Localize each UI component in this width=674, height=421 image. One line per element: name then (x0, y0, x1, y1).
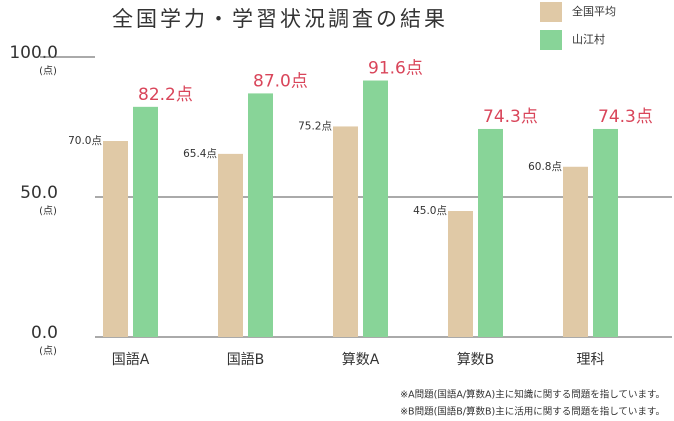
footnote: ※A問題(国語A/算数A)主に知識に関する問題を指しています。 (400, 389, 665, 401)
legend-label: 山江村 (572, 32, 605, 46)
y-tick-label: 50.0 (20, 183, 58, 203)
value-label: 91.6点 (368, 59, 423, 79)
y-unit: (点) (39, 65, 57, 77)
value-label: 70.0点 (68, 135, 102, 147)
y-tick-label: 0.0 (31, 323, 58, 343)
value-label: 75.2点 (298, 120, 332, 132)
y-unit: (点) (39, 345, 57, 357)
value-label: 45.0点 (413, 205, 447, 217)
value-label: 74.3点 (483, 107, 538, 127)
x-tick-label: 算数A (342, 352, 380, 368)
bar (363, 80, 388, 338)
value-label: 65.4点 (183, 148, 217, 160)
y-unit: (点) (39, 205, 57, 217)
bar (103, 141, 128, 337)
value-label: 74.3点 (598, 107, 653, 127)
bar (593, 128, 618, 337)
legend-label: 全国平均 (572, 4, 616, 18)
bar (333, 126, 358, 337)
bar (218, 153, 243, 337)
x-tick-label: 算数B (457, 352, 495, 368)
value-label: 82.2点 (138, 85, 193, 105)
bar (478, 128, 503, 337)
x-tick-label: 国語A (112, 352, 150, 368)
value-label: 87.0点 (253, 71, 308, 91)
bar (563, 166, 588, 337)
bar (448, 211, 473, 337)
chart-title: 全国学力・学習状況調査の結果 (112, 7, 448, 31)
footnote: ※B問題(国語B/算数B)主に活用に関する問題を指しています。 (400, 406, 665, 418)
legend-swatch (540, 30, 562, 50)
x-tick-label: 国語B (227, 352, 265, 368)
x-tick-label: 理科 (577, 352, 605, 368)
bar (133, 106, 158, 337)
legend-swatch (540, 2, 562, 22)
y-tick-label: 100.0 (9, 43, 58, 63)
value-label: 60.8点 (528, 161, 562, 173)
bar (248, 93, 273, 338)
